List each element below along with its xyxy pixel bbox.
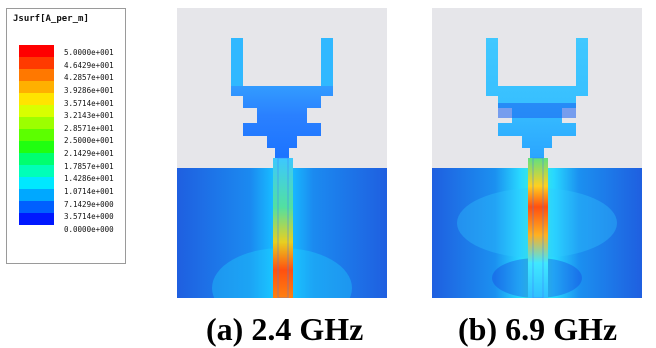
caption-b: (b) 6.9 GHz bbox=[458, 311, 618, 347]
legend-swatch bbox=[19, 177, 54, 189]
legend-swatch bbox=[19, 129, 54, 141]
panel-b-plot bbox=[432, 8, 642, 298]
panel-a-current-distribution bbox=[177, 8, 387, 298]
legend-label: 1.0714e+001 bbox=[64, 187, 114, 197]
legend-label: 4.6429e+001 bbox=[64, 60, 114, 70]
legend-label: 4.2857e+001 bbox=[64, 73, 114, 83]
color-legend: Jsurf[A_per_m] 5.0000e+001 4.6429e+001 4.2… bbox=[6, 8, 126, 264]
legend-title: Jsurf[A_per_m] bbox=[13, 14, 89, 24]
legend-label: 1.7857e+001 bbox=[64, 161, 114, 171]
legend-label: 5.0000e+001 bbox=[64, 48, 114, 57]
legend-label: 3.2143e+001 bbox=[64, 111, 114, 121]
legend-label: 2.1429e+001 bbox=[64, 149, 114, 159]
legend-swatch bbox=[19, 165, 54, 177]
panel-a-plot bbox=[177, 8, 387, 298]
legend-swatch bbox=[19, 105, 54, 117]
panel-b-current-distribution bbox=[432, 8, 642, 298]
legend-label: 2.5000e+001 bbox=[64, 136, 114, 146]
legend-label: 1.4286e+001 bbox=[64, 174, 114, 184]
legend-swatch bbox=[19, 81, 54, 93]
legend-label: 7.1429e+000 bbox=[64, 199, 114, 209]
legend-swatch bbox=[19, 57, 54, 69]
legend-label: 3.9286e+001 bbox=[64, 85, 114, 95]
legend-swatch bbox=[19, 153, 54, 165]
legend-swatch bbox=[19, 45, 54, 57]
legend-label: 3.5714e+000 bbox=[64, 212, 114, 222]
legend-swatch bbox=[19, 189, 54, 201]
legend-label: 3.5714e+001 bbox=[64, 98, 114, 108]
legend-swatch bbox=[19, 93, 54, 105]
legend-label: 2.8571e+001 bbox=[64, 123, 114, 133]
legend-label: 0.0000e+000 bbox=[64, 224, 114, 234]
legend-swatch bbox=[19, 141, 54, 153]
legend-swatch bbox=[19, 69, 54, 81]
legend-swatch bbox=[19, 201, 54, 213]
legend-swatch bbox=[19, 117, 54, 129]
legend-color-scale bbox=[19, 45, 54, 225]
caption-a: (a) 2.4 GHz bbox=[206, 311, 364, 347]
legend-labels: 5.0000e+001 4.6429e+001 4.2857e+001 3.9286e… bbox=[64, 47, 114, 237]
legend-swatch bbox=[19, 213, 54, 225]
